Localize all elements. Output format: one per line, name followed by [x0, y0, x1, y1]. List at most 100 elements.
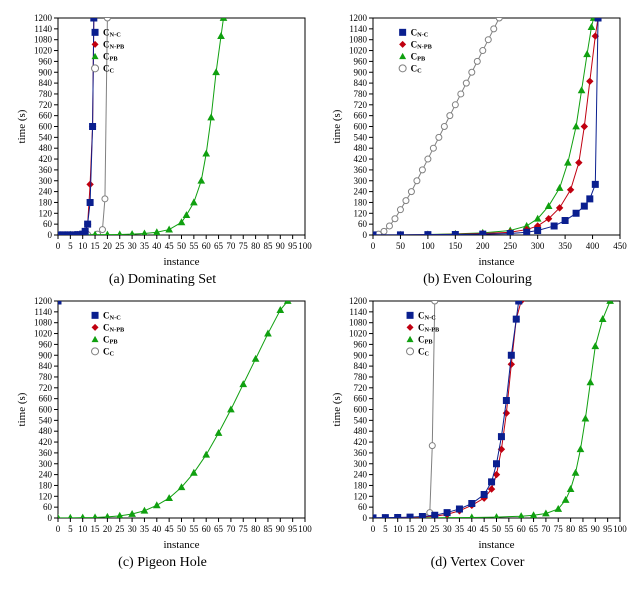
chart-grid: 0601201802403003604204805406006607207808… — [10, 10, 630, 571]
svg-text:90: 90 — [590, 524, 600, 534]
svg-text:240: 240 — [353, 187, 367, 197]
svg-text:30: 30 — [442, 524, 452, 534]
svg-text:65: 65 — [214, 241, 224, 251]
svg-text:300: 300 — [353, 176, 367, 186]
svg-text:420: 420 — [353, 437, 367, 447]
svg-text:CC: CC — [103, 63, 115, 74]
svg-text:time (s): time (s) — [331, 392, 343, 426]
svg-text:480: 480 — [38, 143, 52, 153]
svg-text:900: 900 — [353, 67, 367, 77]
svg-text:1140: 1140 — [349, 24, 367, 34]
svg-text:1080: 1080 — [34, 318, 53, 328]
svg-text:30: 30 — [127, 241, 137, 251]
svg-text:40: 40 — [467, 524, 477, 534]
svg-text:50: 50 — [177, 524, 187, 534]
svg-text:time (s): time (s) — [331, 109, 343, 143]
svg-text:1140: 1140 — [34, 307, 52, 317]
svg-text:CN-C: CN-C — [103, 27, 121, 38]
svg-text:60: 60 — [358, 219, 368, 229]
svg-text:60: 60 — [516, 524, 526, 534]
svg-text:15: 15 — [90, 241, 100, 251]
svg-text:60: 60 — [201, 241, 211, 251]
svg-text:5: 5 — [68, 241, 73, 251]
svg-text:65: 65 — [529, 524, 539, 534]
svg-text:CC: CC — [418, 346, 430, 357]
svg-text:instance: instance — [163, 539, 199, 551]
svg-text:0: 0 — [55, 524, 60, 534]
svg-text:1140: 1140 — [349, 307, 367, 317]
svg-text:540: 540 — [353, 415, 367, 425]
svg-text:720: 720 — [353, 100, 367, 110]
svg-text:instance: instance — [163, 256, 199, 268]
panel-d: 0601201802403003604204805406006607207808… — [325, 293, 630, 571]
svg-text:60: 60 — [358, 502, 368, 512]
chart-a: 0601201802403003604204805406006607207808… — [13, 10, 313, 270]
svg-text:85: 85 — [263, 524, 273, 534]
svg-text:100: 100 — [298, 524, 312, 534]
svg-text:50: 50 — [177, 241, 187, 251]
chart-d: 0601201802403003604204805406006607207808… — [328, 293, 628, 553]
svg-text:300: 300 — [38, 176, 52, 186]
svg-text:CPB: CPB — [410, 51, 425, 62]
svg-text:1020: 1020 — [34, 46, 53, 56]
svg-text:CC: CC — [410, 63, 422, 74]
svg-text:10: 10 — [393, 524, 403, 534]
svg-text:instance: instance — [478, 539, 514, 551]
svg-text:80: 80 — [251, 241, 261, 251]
svg-text:1080: 1080 — [349, 318, 368, 328]
svg-text:50: 50 — [492, 524, 502, 534]
svg-text:60: 60 — [201, 524, 211, 534]
svg-text:1200: 1200 — [349, 296, 368, 306]
svg-text:1020: 1020 — [34, 329, 53, 339]
svg-text:55: 55 — [189, 524, 199, 534]
svg-text:15: 15 — [405, 524, 415, 534]
svg-text:10: 10 — [78, 524, 88, 534]
svg-text:CN-C: CN-C — [410, 27, 428, 38]
svg-text:0: 0 — [55, 241, 60, 251]
svg-text:5: 5 — [383, 524, 388, 534]
caption-c: (c) Pigeon Hole — [118, 555, 207, 571]
svg-text:85: 85 — [263, 241, 273, 251]
svg-text:600: 600 — [38, 405, 52, 415]
svg-text:CN-C: CN-C — [418, 310, 436, 321]
svg-text:900: 900 — [38, 67, 52, 77]
svg-text:780: 780 — [38, 89, 52, 99]
svg-text:1140: 1140 — [34, 24, 52, 34]
svg-text:CN-PB: CN-PB — [103, 322, 125, 333]
svg-text:35: 35 — [139, 241, 149, 251]
svg-text:720: 720 — [38, 100, 52, 110]
svg-text:CN-PB: CN-PB — [418, 322, 440, 333]
svg-text:95: 95 — [288, 241, 298, 251]
svg-text:40: 40 — [152, 241, 162, 251]
svg-text:CPB: CPB — [418, 334, 433, 345]
svg-text:150: 150 — [448, 241, 462, 251]
svg-text:540: 540 — [353, 132, 367, 142]
svg-text:600: 600 — [353, 405, 367, 415]
svg-text:90: 90 — [275, 241, 285, 251]
svg-text:660: 660 — [353, 394, 367, 404]
svg-text:840: 840 — [353, 78, 367, 88]
caption-d: (d) Vertex Cover — [431, 555, 525, 571]
svg-text:20: 20 — [102, 241, 112, 251]
svg-text:960: 960 — [38, 339, 52, 349]
svg-text:120: 120 — [38, 491, 52, 501]
svg-text:instance: instance — [478, 256, 514, 268]
svg-text:time (s): time (s) — [16, 109, 28, 143]
panel-a: 0601201802403003604204805406006607207808… — [10, 10, 315, 288]
svg-text:70: 70 — [541, 524, 551, 534]
svg-text:180: 180 — [38, 197, 52, 207]
svg-text:75: 75 — [238, 241, 248, 251]
svg-text:350: 350 — [558, 241, 572, 251]
svg-text:CPB: CPB — [103, 51, 118, 62]
svg-text:20: 20 — [102, 524, 112, 534]
svg-text:780: 780 — [353, 89, 367, 99]
svg-text:CN-PB: CN-PB — [103, 39, 125, 50]
svg-text:5: 5 — [68, 524, 73, 534]
svg-text:120: 120 — [353, 491, 367, 501]
svg-text:360: 360 — [353, 165, 367, 175]
svg-text:0: 0 — [362, 513, 367, 523]
svg-text:35: 35 — [454, 524, 464, 534]
svg-text:0: 0 — [370, 241, 375, 251]
svg-text:100: 100 — [298, 241, 312, 251]
caption-b: (b) Even Colouring — [423, 272, 532, 288]
